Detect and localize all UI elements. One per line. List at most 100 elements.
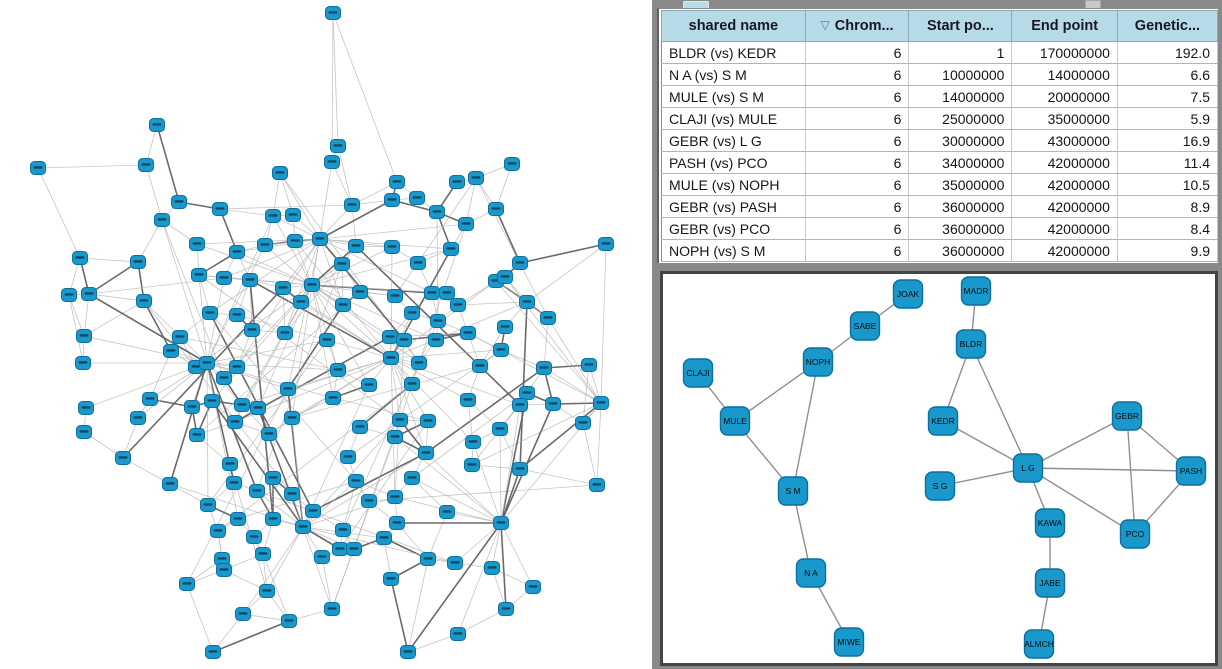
cell-value[interactable]: 6.6 [1117,63,1219,86]
cell-value[interactable]: 6 [805,85,910,108]
detail-node-NOPH[interactable]: NOPH [802,347,834,377]
overview-node[interactable] [149,118,165,132]
overview-node[interactable] [265,512,281,526]
overview-node[interactable] [420,414,436,428]
overview-node[interactable] [293,295,309,309]
cell-value[interactable]: 10.5 [1117,173,1219,196]
overview-node[interactable] [346,542,362,556]
overview-node[interactable] [78,401,94,415]
overview-node[interactable] [259,584,275,598]
overview-node[interactable] [226,476,242,490]
overview-node[interactable] [389,175,405,189]
overview-node[interactable] [418,446,434,460]
column-header-3[interactable]: End point [1011,10,1118,42]
overview-node[interactable] [257,238,273,252]
detail-node-JABE[interactable]: JABE [1034,568,1066,598]
cell-value[interactable]: 25000000 [908,107,1013,130]
overview-node[interactable] [265,471,281,485]
table-row[interactable]: NOPH (vs) S M 6 36000000 42000000 9.9 [661,239,1219,262]
overview-node[interactable] [136,294,152,308]
table-row[interactable]: N A (vs) S M 6 10000000 14000000 6.6 [661,63,1219,86]
cell-shared-name[interactable]: MULE (vs) S M [661,85,806,108]
overview-node[interactable] [598,237,614,251]
overview-node[interactable] [387,289,403,303]
detail-node-KEDR[interactable]: KEDR [927,406,959,436]
overview-node[interactable] [281,614,297,628]
overview-node[interactable] [330,139,346,153]
overview-node[interactable] [30,161,46,175]
overview-node[interactable] [512,256,528,270]
cell-value[interactable]: 20000000 [1011,85,1118,108]
cell-value[interactable]: 42000000 [1011,173,1118,196]
cell-value[interactable]: 6 [805,151,910,174]
overview-node[interactable] [76,329,92,343]
cell-value[interactable]: 9.9 [1117,239,1219,262]
cell-value[interactable]: 34000000 [908,151,1013,174]
overview-node[interactable] [488,202,504,216]
cell-shared-name[interactable]: CLAJI (vs) MULE [661,107,806,130]
cell-value[interactable]: 8.9 [1117,195,1219,218]
overview-node[interactable] [255,547,271,561]
table-row[interactable]: BLDR (vs) KEDR 6 1 170000000 192.0 [661,41,1219,64]
overview-node[interactable] [348,239,364,253]
cell-value[interactable]: 35000000 [1011,107,1118,130]
detail-node-CLAJI[interactable]: CLAJI [682,358,714,388]
cell-value[interactable]: 36000000 [908,195,1013,218]
cell-shared-name[interactable]: PASH (vs) PCO [661,151,806,174]
overview-node[interactable] [361,378,377,392]
cell-value[interactable]: 42000000 [1011,239,1118,262]
table-row[interactable]: MULE (vs) S M 6 14000000 20000000 7.5 [661,85,1219,108]
cell-value[interactable]: 14000000 [1011,63,1118,86]
overview-node[interactable] [312,232,328,246]
cell-value[interactable]: 36000000 [908,239,1013,262]
overview-node[interactable] [484,561,500,575]
detail-edge-LG-PASH[interactable] [1027,467,1192,472]
cell-value[interactable]: 16.9 [1117,129,1219,152]
detail-node-ALMCH[interactable]: ALMCH [1023,629,1055,659]
overview-node[interactable] [172,330,188,344]
overview-node[interactable] [319,333,335,347]
overview-node[interactable] [493,516,509,530]
detail-edge-NOPH-SM[interactable] [792,361,819,492]
detail-node-BLDR[interactable]: BLDR [955,329,987,359]
overview-node[interactable] [285,208,301,222]
detail-node-KAWA[interactable]: KAWA [1034,508,1066,538]
overview-node[interactable] [138,158,154,172]
overview-node[interactable] [230,512,246,526]
cell-shared-name[interactable]: GEBR (vs) PCO [661,217,806,240]
overview-node[interactable] [443,242,459,256]
overview-node[interactable] [504,157,520,171]
overview-node[interactable] [163,344,179,358]
cell-value[interactable]: 170000000 [1011,41,1118,64]
cell-value[interactable]: 6 [805,107,910,130]
overview-node[interactable] [75,356,91,370]
overview-node[interactable] [420,552,436,566]
overview-node[interactable] [324,602,340,616]
overview-node[interactable] [72,251,88,265]
overview-node[interactable] [335,298,351,312]
table-row[interactable]: GEBR (vs) PASH 6 36000000 42000000 8.9 [661,195,1219,218]
overview-node[interactable] [332,542,348,556]
overview-node[interactable] [340,450,356,464]
overview-node[interactable] [536,361,552,375]
overview-node[interactable] [424,286,440,300]
overview-node[interactable] [234,398,250,412]
network-detail-canvas[interactable]: JOAK MADR SABE BLDR NOPH CLAJI MULE KEDR GEBR L G… [663,274,1215,663]
overview-node[interactable] [392,413,408,427]
detail-node-LG[interactable]: L G [1012,453,1044,483]
overview-node[interactable] [497,320,513,334]
overview-node[interactable] [525,580,541,594]
overview-node[interactable] [330,363,346,377]
cell-value[interactable]: 30000000 [908,129,1013,152]
tab-fragment[interactable] [683,1,709,8]
overview-node[interactable] [458,217,474,231]
overview-node[interactable] [344,198,360,212]
overview-node[interactable] [204,394,220,408]
overview-node[interactable] [130,411,146,425]
overview-node[interactable] [387,490,403,504]
overview-node[interactable] [450,627,466,641]
overview-node[interactable] [382,330,398,344]
overview-node[interactable] [428,333,444,347]
cell-shared-name[interactable]: GEBR (vs) L G [661,129,806,152]
detail-node-SABE[interactable]: SABE [849,311,881,341]
